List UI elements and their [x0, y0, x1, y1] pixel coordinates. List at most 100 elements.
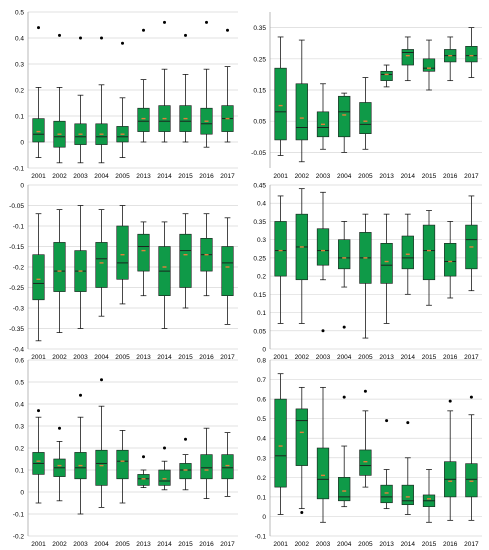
x-tick-label: 2005: [115, 541, 130, 548]
x-tick-label: 2002: [295, 354, 310, 361]
box-2003: [74, 36, 87, 164]
y-tick-label: 0.5: [15, 10, 24, 17]
x-tick-label: 2003: [316, 173, 331, 180]
y-tick-label: -0.25: [9, 285, 24, 292]
box-iqr: [401, 235, 414, 270]
x-tick-label: 2017: [220, 541, 235, 548]
box-iqr: [158, 469, 171, 486]
box-iqr: [465, 463, 478, 498]
box-2003: [316, 83, 330, 150]
box-iqr: [274, 398, 287, 488]
x-tick-label: 2002: [52, 541, 67, 548]
box-2001: [274, 195, 287, 324]
x-tick-label: 2001: [273, 173, 288, 180]
box-2014: [158, 446, 171, 491]
box-2001: [32, 26, 45, 159]
y-tick-label: -0.1: [13, 224, 25, 231]
y-tick-label: -0.4: [13, 347, 25, 354]
y-tick-label: 0.6: [257, 397, 266, 404]
x-tick-label: 2005: [115, 354, 130, 361]
y-tick-label: 0: [20, 490, 24, 497]
box-2002: [295, 188, 308, 324]
y-tick-label: 0.15: [253, 88, 266, 95]
y-tick-label: 0.2: [257, 274, 266, 281]
box-2004: [338, 395, 351, 508]
y-tick-label: -0.1: [13, 166, 25, 173]
y-tick-label: 0.25: [253, 56, 266, 63]
box-2015: [422, 39, 436, 91]
box-2017: [465, 195, 478, 292]
y-tick-label: 0.8: [257, 358, 266, 365]
outlier-point: [205, 20, 208, 24]
outlier-point: [100, 378, 103, 382]
y-tick-label: 0.1: [15, 468, 24, 475]
box-2001: [32, 213, 45, 342]
x-tick-label: 2016: [443, 541, 458, 548]
x-tick-label: 2001: [31, 354, 46, 361]
box-iqr: [179, 463, 192, 480]
x-tick-label: 2002: [295, 173, 310, 180]
x-tick-label: 2005: [358, 354, 373, 361]
y-tick-label: 0: [262, 514, 266, 521]
box-iqr: [116, 225, 129, 280]
box-2016: [200, 213, 213, 297]
y-tick-label: 0: [20, 183, 24, 190]
outlier-point: [184, 437, 187, 441]
y-tick-label: 0.05: [253, 119, 266, 126]
x-tick-label: 2003: [73, 541, 88, 548]
box-2015: [179, 33, 192, 143]
box-2015: [422, 469, 436, 523]
outlier-point: [79, 36, 82, 40]
y-tick-label: 0.4: [257, 436, 266, 443]
outlier-point: [163, 446, 166, 450]
box-iqr: [380, 70, 393, 81]
outlier-point: [342, 325, 346, 329]
outlier-point: [58, 426, 61, 430]
x-tick-label: 2004: [94, 541, 109, 548]
x-tick-label: 2001: [31, 173, 46, 180]
x-tick-label: 2003: [316, 354, 331, 361]
box-iqr: [380, 484, 393, 504]
box-2004: [338, 221, 351, 329]
y-tick-label: 0.2: [15, 446, 24, 453]
box-2013: [137, 28, 150, 143]
box-2001: [274, 36, 287, 156]
box-iqr: [53, 242, 66, 292]
box-iqr: [32, 118, 45, 143]
x-tick-label: 2013: [136, 354, 151, 361]
y-tick-label: 0.4: [257, 201, 266, 208]
x-tick-label: 2016: [199, 354, 214, 361]
box-2013: [380, 419, 393, 510]
box-iqr: [116, 449, 129, 480]
box-iqr: [338, 239, 351, 270]
chart-panel-4: 0 0.05 0.1 0.15 0.2 0.25 0.3 0.35 0.4 0.45 2001 200…: [253, 183, 482, 361]
y-tick-label: 0.1: [257, 310, 266, 317]
box-iqr: [316, 228, 330, 266]
box-iqr: [179, 233, 192, 288]
x-tick-label: 2004: [337, 354, 352, 361]
box-2016: [444, 36, 457, 82]
x-tick-label: 2016: [443, 354, 458, 361]
y-tick-label: -0.15: [9, 244, 24, 251]
box-2005: [359, 213, 372, 339]
y-tick-label: 0.5: [15, 380, 24, 387]
box-iqr: [274, 221, 287, 277]
outlier-point: [121, 41, 124, 45]
x-tick-label: 2016: [199, 541, 214, 548]
box-2004: [95, 378, 108, 508]
box-iqr: [221, 246, 234, 297]
box-iqr: [338, 95, 351, 138]
outlier-point: [342, 395, 346, 399]
x-tick-label: 2014: [157, 173, 172, 180]
box-2015: [179, 213, 192, 309]
y-tick-label: 0.7: [257, 377, 266, 384]
box-2002: [295, 39, 308, 163]
box-2002: [53, 426, 66, 502]
x-tick-label: 2005: [115, 173, 130, 180]
chart-panel-2: -0.05 0.05 0.15 0.25 0.35 2001 2002 2003 2004 200…: [251, 12, 482, 180]
box-iqr: [465, 46, 478, 63]
chart-panel-1: -0.1 0 0.1 0.2 0.3 0.4 0.5 2001 2002 2003 2004 2005…: [13, 10, 238, 180]
chart-panel-5: -0.2 -0.1 0 0.1 0.2 0.3 0.4 0.5 0.6 2001 2002 2003 2…: [13, 358, 238, 548]
box-iqr: [444, 243, 457, 277]
